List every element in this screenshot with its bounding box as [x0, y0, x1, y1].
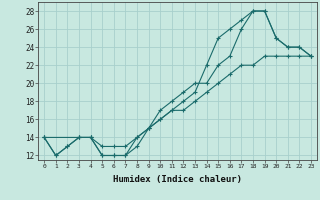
X-axis label: Humidex (Indice chaleur): Humidex (Indice chaleur): [113, 175, 242, 184]
